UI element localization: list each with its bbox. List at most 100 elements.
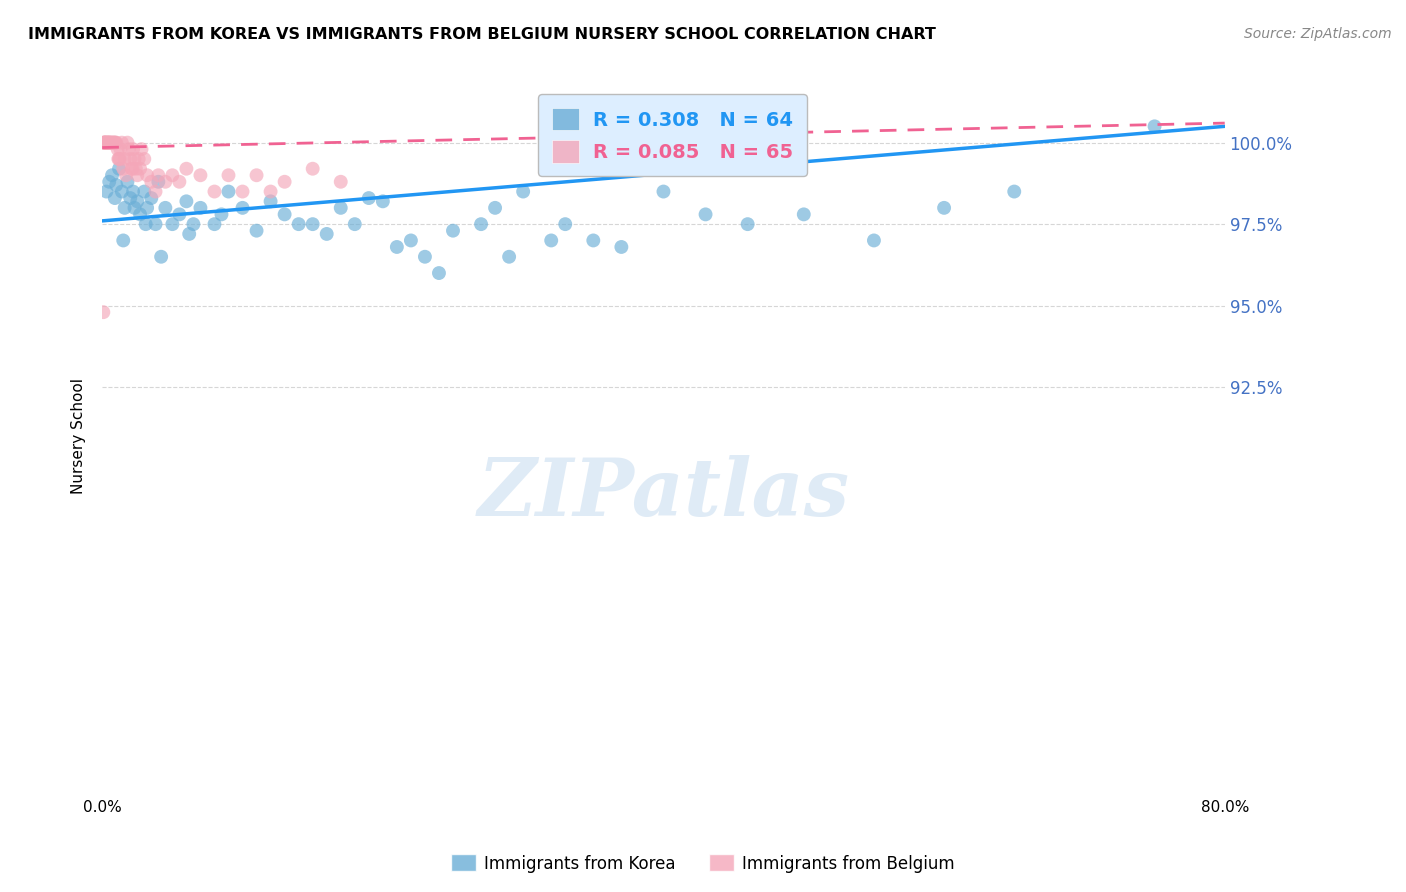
Point	[103, 136, 125, 150]
Point	[91, 305, 114, 319]
Point	[211, 207, 233, 221]
Point	[122, 185, 145, 199]
Point	[169, 207, 191, 221]
Point	[111, 136, 134, 150]
Point	[204, 185, 226, 199]
Point	[245, 224, 267, 238]
Point	[121, 161, 143, 176]
Point	[540, 234, 562, 248]
Point	[115, 168, 138, 182]
Point	[176, 161, 198, 176]
Point	[610, 240, 633, 254]
Point	[122, 142, 145, 156]
Point	[100, 136, 122, 150]
Point	[127, 194, 149, 209]
Point	[141, 175, 163, 189]
Legend: R = 0.308   N = 64, R = 0.085   N = 65: R = 0.308 N = 64, R = 0.085 N = 65	[538, 95, 807, 177]
Point	[145, 217, 167, 231]
Point	[371, 194, 394, 209]
Point	[98, 136, 121, 150]
Point	[98, 136, 121, 150]
Point	[329, 201, 352, 215]
Point	[357, 191, 380, 205]
Point	[129, 207, 152, 221]
Text: ZIPatlas: ZIPatlas	[478, 455, 849, 533]
Point	[512, 185, 534, 199]
Point	[107, 152, 129, 166]
Point	[93, 136, 115, 150]
Point	[932, 201, 955, 215]
Point	[96, 136, 118, 150]
Point	[110, 142, 132, 156]
Point	[98, 175, 121, 189]
Text: IMMIGRANTS FROM KOREA VS IMMIGRANTS FROM BELGIUM NURSERY SCHOOL CORRELATION CHAR: IMMIGRANTS FROM KOREA VS IMMIGRANTS FROM…	[28, 27, 936, 42]
Point	[96, 185, 118, 199]
Point	[117, 136, 139, 150]
Point	[343, 217, 366, 231]
Point	[231, 185, 253, 199]
Point	[141, 191, 163, 205]
Point	[652, 185, 675, 199]
Point	[114, 152, 136, 166]
Point	[135, 217, 157, 231]
Point	[101, 168, 124, 182]
Point	[863, 234, 886, 248]
Point	[413, 250, 436, 264]
Point	[114, 201, 136, 215]
Point	[155, 175, 177, 189]
Point	[162, 168, 184, 182]
Point	[97, 136, 120, 150]
Point	[1002, 185, 1025, 199]
Point	[108, 152, 131, 166]
Point	[96, 136, 118, 150]
Point	[737, 217, 759, 231]
Point	[273, 175, 295, 189]
Point	[127, 168, 149, 182]
Point	[554, 217, 576, 231]
Point	[94, 136, 117, 150]
Point	[218, 168, 240, 182]
Point	[793, 207, 815, 221]
Point	[107, 142, 129, 156]
Point	[441, 224, 464, 238]
Point	[183, 217, 205, 231]
Point	[117, 175, 139, 189]
Point	[136, 201, 159, 215]
Point	[118, 142, 141, 156]
Point	[498, 250, 520, 264]
Point	[176, 194, 198, 209]
Point	[93, 136, 115, 150]
Point	[97, 136, 120, 150]
Point	[301, 217, 323, 231]
Point	[112, 234, 135, 248]
Point	[136, 168, 159, 182]
Point	[100, 136, 122, 150]
Point	[695, 207, 717, 221]
Point	[329, 175, 352, 189]
Point	[145, 185, 167, 199]
Point	[204, 217, 226, 231]
Point	[1143, 120, 1166, 134]
Legend: Immigrants from Korea, Immigrants from Belgium: Immigrants from Korea, Immigrants from B…	[444, 847, 962, 880]
Point	[470, 217, 492, 231]
Point	[148, 168, 170, 182]
Point	[399, 234, 422, 248]
Point	[93, 136, 115, 150]
Point	[94, 136, 117, 150]
Point	[121, 161, 143, 176]
Point	[190, 201, 212, 215]
Point	[129, 161, 152, 176]
Point	[179, 227, 201, 241]
Y-axis label: Nursery School: Nursery School	[72, 378, 86, 494]
Point	[104, 136, 127, 150]
Point	[104, 136, 127, 150]
Point	[134, 152, 156, 166]
Point	[124, 201, 146, 215]
Point	[287, 217, 309, 231]
Point	[150, 250, 173, 264]
Point	[124, 152, 146, 166]
Point	[105, 178, 128, 192]
Point	[315, 227, 337, 241]
Point	[101, 136, 124, 150]
Point	[231, 201, 253, 215]
